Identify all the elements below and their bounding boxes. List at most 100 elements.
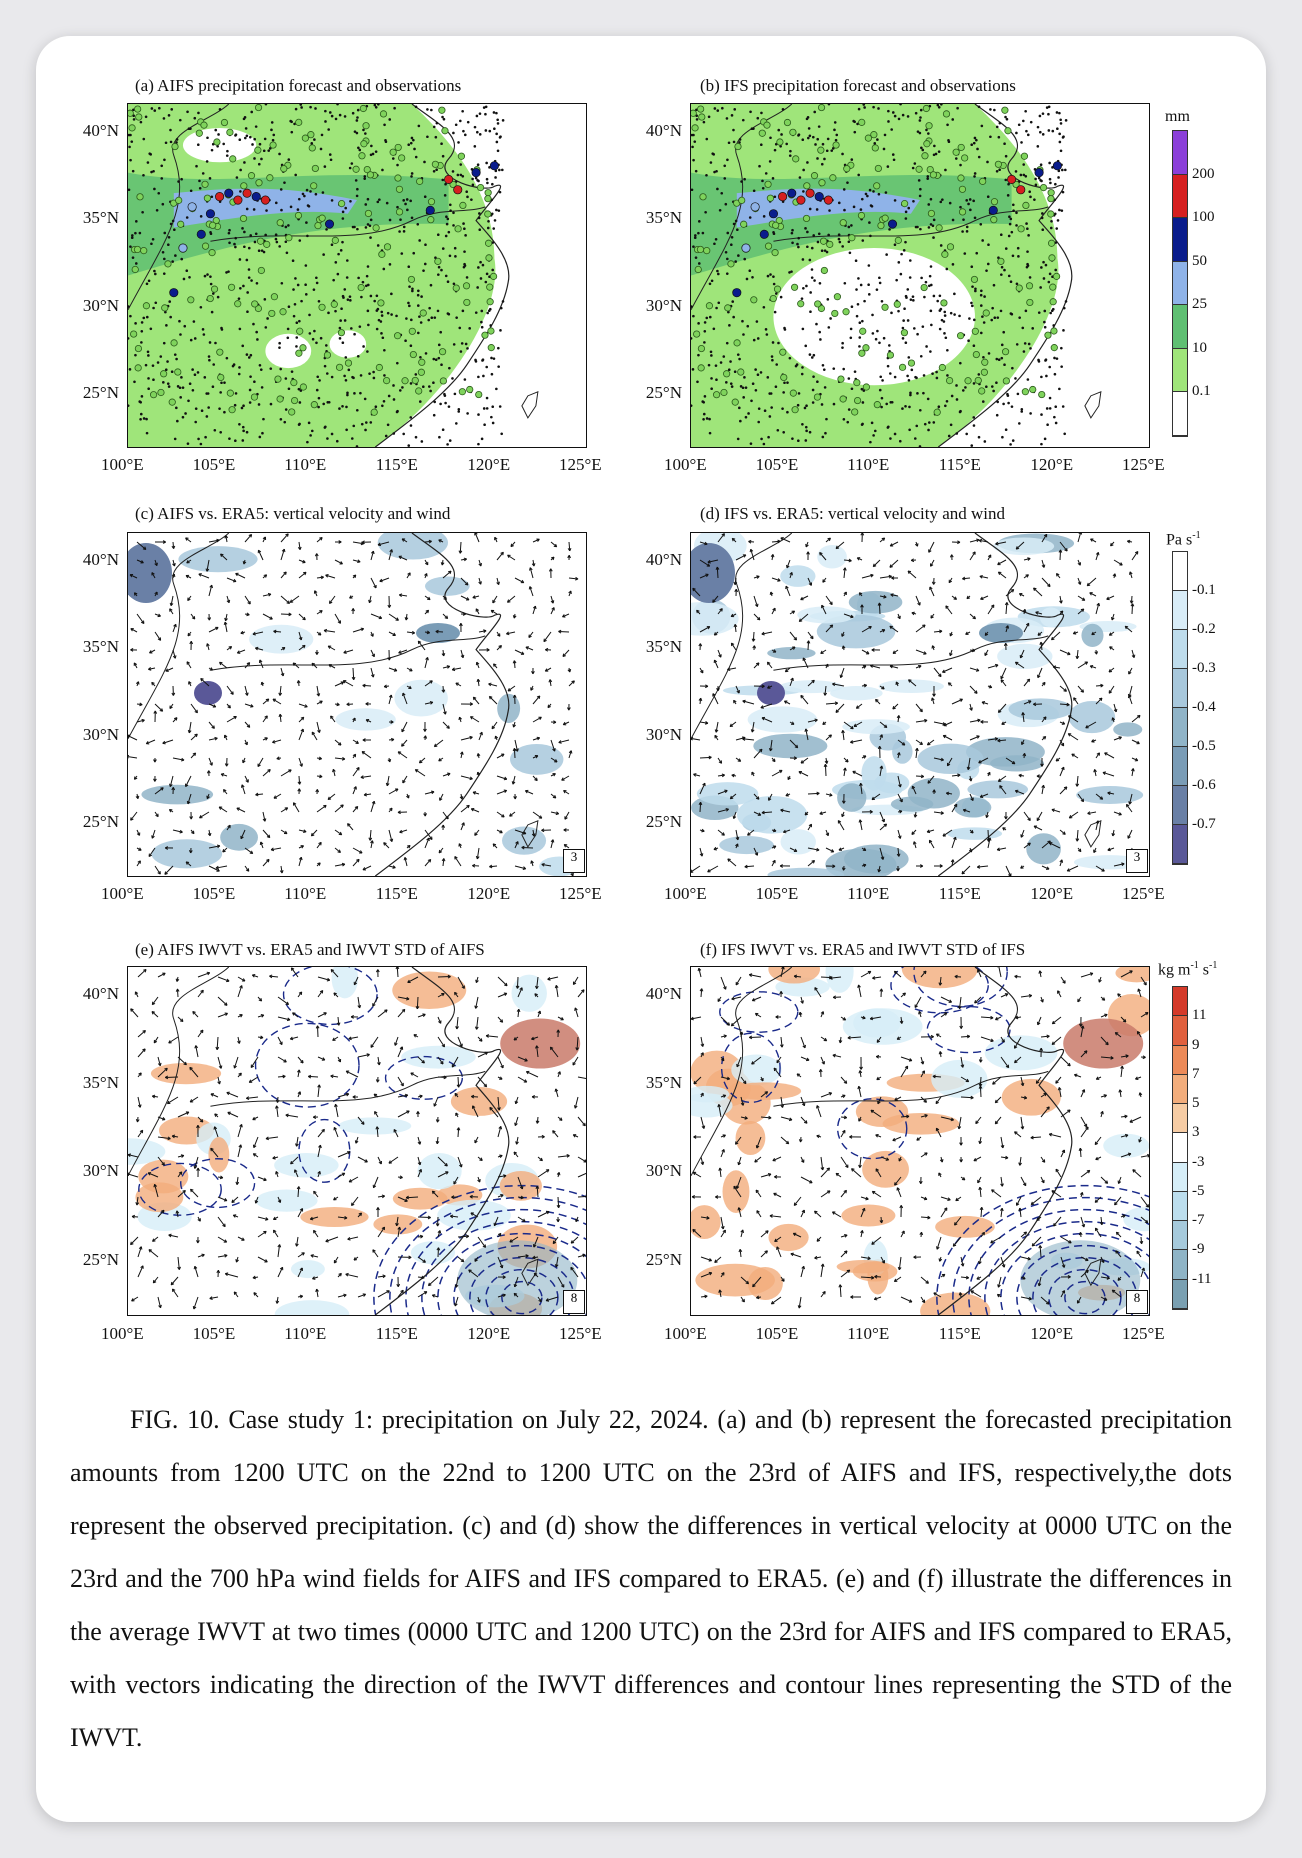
vector-arrow xyxy=(236,1176,239,1185)
vector-arrow xyxy=(237,985,243,998)
station-dot xyxy=(303,194,306,198)
vector-arrow xyxy=(1095,552,1099,561)
obs-dot xyxy=(858,118,866,126)
station-dot xyxy=(408,304,411,308)
arrow-head xyxy=(325,574,329,578)
station-dot xyxy=(919,116,922,119)
obs-dot-heavy xyxy=(787,188,797,198)
obs-dot xyxy=(140,247,148,255)
vector-arrow xyxy=(576,1036,579,1051)
station-dot xyxy=(907,356,911,359)
arrow-head xyxy=(696,609,700,614)
obs-dot-heavy xyxy=(778,192,788,202)
omega-field xyxy=(917,743,984,774)
station-dot xyxy=(175,406,178,410)
vector-arrow xyxy=(137,969,147,978)
arrow-head xyxy=(1041,564,1046,568)
arrow-head xyxy=(281,548,286,553)
arrow-head xyxy=(399,1046,404,1050)
station-dot xyxy=(334,309,337,313)
arrow-head xyxy=(411,630,416,635)
station-dot xyxy=(759,143,763,147)
arrow-head xyxy=(236,807,240,811)
station-dot xyxy=(242,117,246,121)
vector-arrow xyxy=(807,640,810,651)
station-dot xyxy=(926,177,929,180)
station-dot xyxy=(752,338,756,342)
vector-arrow xyxy=(751,721,755,733)
arrow-head xyxy=(460,751,464,755)
station-dot xyxy=(732,128,735,132)
station-dot xyxy=(462,129,465,133)
arrow-head xyxy=(513,1283,518,1288)
arrow-head xyxy=(330,1074,334,1079)
vector-arrow xyxy=(265,1136,279,1140)
vector-arrow xyxy=(533,1236,539,1248)
arrow-head xyxy=(962,576,966,581)
station-dot xyxy=(317,396,321,400)
station-dot xyxy=(897,309,900,313)
arrow-head xyxy=(575,1218,579,1223)
station-dot xyxy=(482,407,486,410)
arrow-head xyxy=(235,1259,239,1263)
station-dot xyxy=(850,158,854,161)
arrow-head xyxy=(249,850,254,855)
vector-arrow xyxy=(489,1107,499,1118)
station-dot xyxy=(962,218,965,221)
station-dot xyxy=(691,145,694,149)
obs-dot xyxy=(274,375,282,383)
vector-arrow xyxy=(1095,684,1104,687)
arrow-head xyxy=(976,538,980,543)
arrow-head xyxy=(532,605,537,610)
obs-dot xyxy=(318,303,326,311)
arrow-head xyxy=(350,1015,354,1019)
vector-arrow xyxy=(496,789,507,795)
station-dot xyxy=(189,338,193,342)
arrow-head xyxy=(1026,678,1031,683)
station-dot xyxy=(260,249,264,252)
station-dot xyxy=(283,181,286,184)
coastline xyxy=(374,533,510,876)
vector-arrow xyxy=(897,775,901,788)
arrow-head xyxy=(514,1122,518,1126)
station-dot xyxy=(366,265,370,268)
station-dot xyxy=(907,206,911,210)
arrow-head xyxy=(1061,766,1065,771)
station-dot xyxy=(873,429,877,433)
station-dot xyxy=(870,204,874,208)
obs-dot xyxy=(431,160,439,168)
arrow-head xyxy=(1027,557,1031,561)
arrow-head xyxy=(913,814,918,818)
station-dot xyxy=(212,363,216,366)
vector-arrow xyxy=(377,541,390,546)
arrow-head xyxy=(405,1195,410,1200)
station-dot xyxy=(806,230,809,234)
station-dot xyxy=(238,258,242,261)
omega-field xyxy=(837,783,867,812)
vector-arrow xyxy=(493,1216,499,1226)
arrow-head xyxy=(275,1099,280,1103)
arrow-head xyxy=(1018,773,1022,778)
station-dot xyxy=(1061,405,1065,408)
station-dot xyxy=(776,428,780,432)
station-dot xyxy=(164,368,168,371)
arrow-head xyxy=(980,720,984,724)
station-dot xyxy=(337,252,340,256)
arrow-head xyxy=(326,977,331,982)
station-dot xyxy=(982,355,985,359)
vector-arrow xyxy=(225,613,228,621)
arrow-head xyxy=(783,700,788,704)
station-dot xyxy=(762,305,766,309)
obs-dot xyxy=(487,327,495,335)
station-dot xyxy=(311,337,315,341)
arrow-head xyxy=(179,1018,184,1023)
station-dot xyxy=(155,209,159,212)
arrow-head xyxy=(197,1218,201,1222)
station-dot xyxy=(279,367,282,371)
station-dot xyxy=(134,231,137,235)
vector-arrow xyxy=(470,716,480,723)
station-dot xyxy=(495,132,498,136)
station-dot xyxy=(783,326,786,330)
station-dot xyxy=(797,134,800,137)
station-dot xyxy=(791,228,794,232)
